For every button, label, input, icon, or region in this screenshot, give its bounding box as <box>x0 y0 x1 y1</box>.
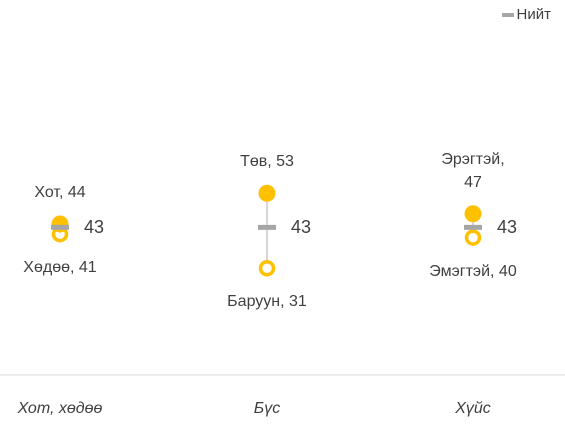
low-dot <box>464 229 482 246</box>
total-mark <box>464 224 482 230</box>
high-dot <box>51 215 69 233</box>
low-label: Хөдөө, 41 <box>23 259 97 277</box>
legend-label: Нийт <box>516 6 551 23</box>
high-label: Эрэгтэй, 47 <box>441 150 505 191</box>
legend-swatch <box>501 12 514 17</box>
total-label: 43 <box>291 217 312 238</box>
low-label: Баруун, 31 <box>227 293 307 311</box>
total-mark <box>258 224 276 230</box>
category-label: Хүйс <box>455 400 491 417</box>
low-label: Эмэгтэй, 40 <box>429 262 517 280</box>
category-label: Бүс <box>253 400 281 417</box>
low-dot <box>258 260 276 277</box>
total-label: 43 <box>497 217 518 238</box>
high-dot <box>258 184 276 202</box>
high-dot <box>464 205 482 223</box>
total-mark <box>51 224 69 230</box>
total-label: 43 <box>84 217 105 238</box>
high-label: Хот, 44 <box>34 183 86 201</box>
category-label: Хот, хөдөө <box>17 400 103 417</box>
legend: Нийт <box>501 6 551 23</box>
high-label: Төв, 53 <box>240 153 294 171</box>
